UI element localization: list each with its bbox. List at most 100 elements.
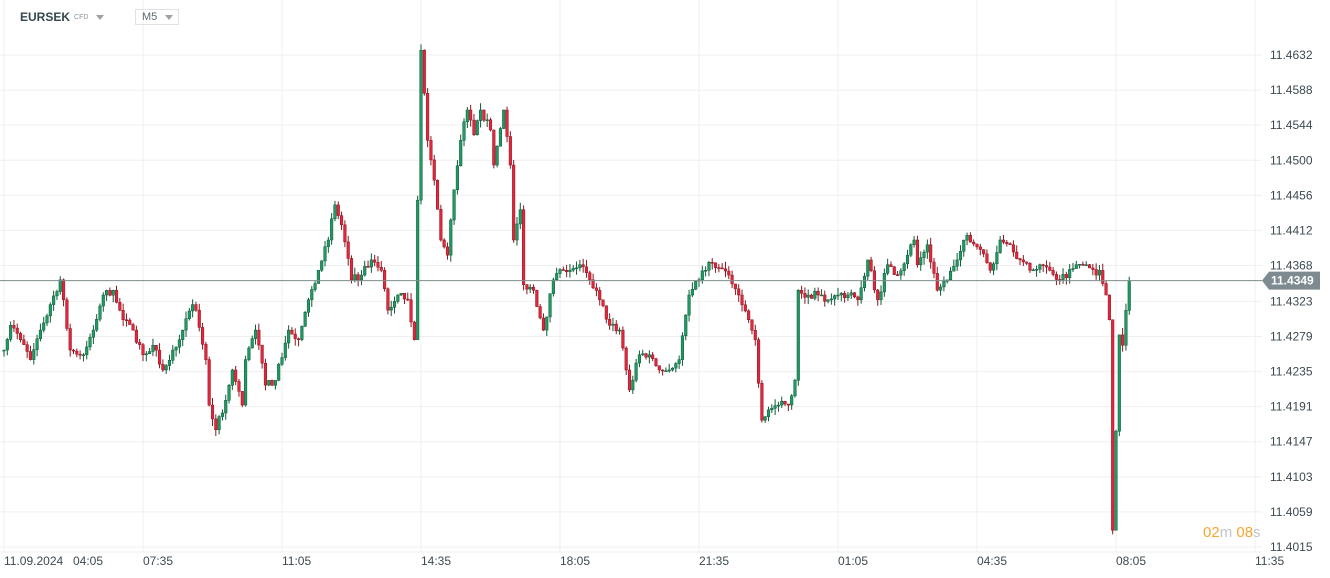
candle-up — [148, 351, 152, 354]
candle-down — [654, 358, 658, 366]
candle-down — [581, 264, 585, 268]
candle-up — [647, 354, 651, 358]
candle-up — [680, 335, 685, 360]
candle-down — [482, 109, 486, 121]
candle-down — [131, 324, 135, 331]
candle-up — [611, 323, 615, 326]
candle-up — [839, 293, 843, 296]
candle-up — [320, 260, 324, 271]
x-tick-label: 07:35 — [143, 554, 173, 568]
x-tick-label: 18:05 — [560, 554, 590, 568]
candle-up — [862, 275, 867, 289]
candle-up — [283, 342, 287, 358]
candle-up — [389, 307, 393, 311]
candle-down — [1001, 239, 1006, 243]
candle-up — [687, 294, 691, 316]
candle-down — [138, 342, 142, 345]
candle-up — [641, 353, 645, 356]
candle-down — [161, 363, 165, 371]
candle-up — [111, 289, 115, 296]
time-axis: 11.09.2024 04:05 07:35 11:05 14:35 18:05 21:35… — [4, 554, 1284, 568]
x-tick-label: 14:35 — [421, 554, 451, 568]
candle-up — [101, 294, 105, 307]
candle-up — [399, 293, 403, 296]
candle-up — [796, 289, 800, 381]
candle-down — [71, 349, 76, 352]
candle-down — [472, 119, 476, 135]
candle-down — [892, 266, 896, 275]
candle-down — [1008, 243, 1012, 246]
candle-up — [631, 379, 635, 391]
candle-down — [492, 129, 496, 166]
candle-down — [445, 246, 450, 256]
candle-up — [1071, 268, 1075, 270]
candle-up — [568, 269, 572, 273]
candle-up — [952, 265, 956, 272]
candle-down — [402, 293, 407, 300]
candle-up — [770, 407, 774, 411]
candle-down — [432, 159, 436, 181]
candle-down — [627, 369, 632, 391]
candle-down — [1025, 261, 1029, 264]
candle-down — [929, 244, 933, 263]
candle-down — [978, 246, 982, 250]
candle-down — [1048, 266, 1052, 271]
symbol-selector[interactable]: EURSEK CFD — [20, 10, 105, 24]
candle-up — [1035, 269, 1039, 271]
candle-down — [240, 391, 244, 406]
candle-up — [495, 145, 499, 166]
candle-up — [35, 338, 39, 350]
candle-up — [359, 274, 363, 281]
candle-up — [886, 264, 890, 274]
candle-up — [571, 268, 575, 271]
candle-down — [260, 344, 264, 364]
candle-down — [121, 309, 125, 320]
candle-up — [316, 270, 320, 284]
candle-down — [1021, 259, 1025, 263]
candle-up — [58, 279, 62, 292]
candle-up — [555, 273, 559, 281]
candle-up — [866, 259, 870, 277]
candle-up — [558, 269, 562, 274]
candle-up — [790, 395, 794, 406]
candle-up — [419, 49, 423, 201]
candle-up — [310, 289, 314, 301]
timeframe-selector[interactable]: M5 — [135, 9, 179, 25]
candle-up — [1127, 280, 1131, 311]
candle-down — [876, 289, 880, 301]
candle-down — [118, 302, 122, 311]
candle-down — [22, 339, 26, 345]
candle-down — [18, 333, 23, 340]
candle-up — [919, 257, 923, 265]
candle-up — [773, 405, 777, 409]
candle-down — [760, 383, 764, 421]
candle-down — [1101, 270, 1105, 284]
candle-down — [12, 325, 16, 329]
candle-up — [171, 349, 175, 361]
candle-down — [426, 93, 430, 141]
candle-down — [439, 209, 443, 241]
candle-down — [727, 270, 731, 276]
candle-up — [528, 286, 532, 290]
candle-down — [525, 284, 529, 290]
y-tick-label: 11.4103 — [1270, 470, 1313, 484]
candle-up — [363, 266, 367, 276]
candle-up — [45, 315, 49, 324]
candle-up — [306, 299, 311, 313]
candle-up — [475, 120, 479, 135]
candle-down — [588, 272, 592, 281]
candle-up — [455, 165, 459, 191]
candle-down — [710, 262, 714, 264]
candle-down — [743, 304, 747, 312]
candle-down — [816, 290, 820, 296]
candle-down — [422, 49, 426, 94]
candle-down — [932, 261, 936, 274]
candle-down — [78, 353, 82, 356]
candle-down — [412, 321, 416, 340]
candle-down — [896, 274, 900, 276]
candle-down — [661, 369, 665, 372]
candle-down — [435, 179, 440, 210]
candle-up — [905, 254, 910, 265]
candle-up — [684, 314, 688, 337]
